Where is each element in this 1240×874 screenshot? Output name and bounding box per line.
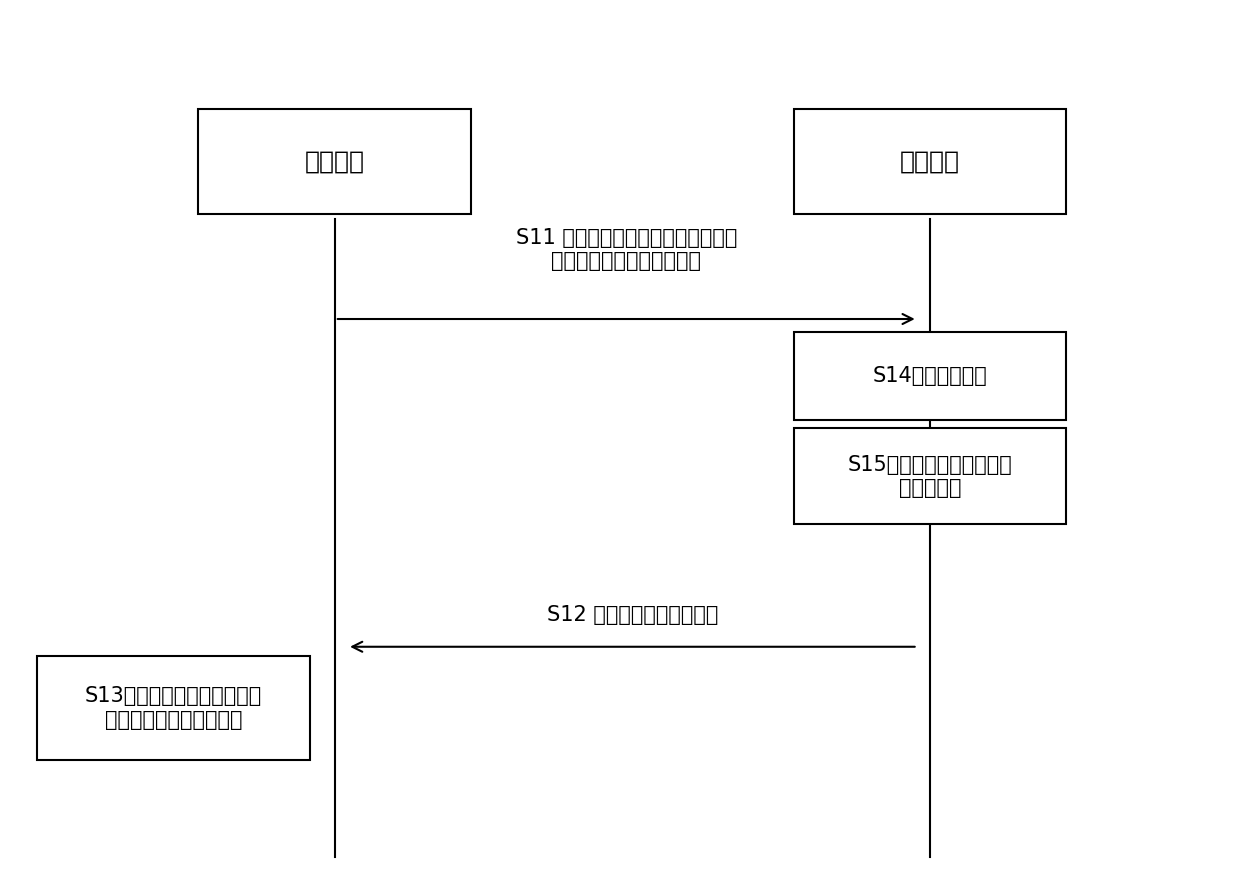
Text: S15识别进入室内的生命体
的特征信息: S15识别进入室内的生命体 的特征信息 [848,454,1012,498]
Text: S13当特征信息与用户预设信
息不符时，启动报警模式: S13当特征信息与用户预设信 息不符时，启动报警模式 [86,686,262,730]
Text: S11 在室内的光亮强度小于预设光亮
阈值时，发送亮度调节指令: S11 在室内的光亮强度小于预设光亮 阈值时，发送亮度调节指令 [516,228,737,271]
FancyBboxPatch shape [794,109,1066,214]
Text: 第一电器: 第一电器 [305,149,365,174]
Text: S12 接收生命体的特征信息: S12 接收生命体的特征信息 [547,605,718,625]
FancyBboxPatch shape [794,332,1066,420]
FancyBboxPatch shape [794,428,1066,524]
Text: 第二电器: 第二电器 [900,149,960,174]
FancyBboxPatch shape [37,656,310,760]
FancyBboxPatch shape [198,109,471,214]
Text: S14进行光亮补偿: S14进行光亮补偿 [873,366,987,385]
